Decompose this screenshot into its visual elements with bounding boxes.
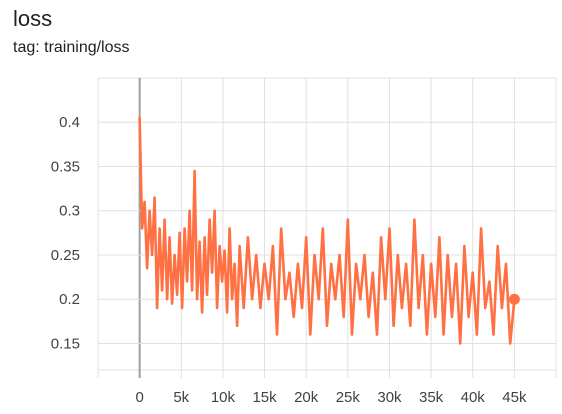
series-last-point-marker [508, 293, 520, 305]
y-tick-labels: 0.15 0.2 0.25 0.3 0.35 0.4 [51, 114, 80, 352]
series-line-0 [138, 116, 516, 345]
x-tick-label: 10k [211, 389, 236, 406]
chart-title: loss [13, 6, 53, 31]
x-tick-label: 20k [294, 389, 319, 406]
y-tick-label: 0.2 [59, 291, 80, 308]
x-tick-label: 0 [135, 389, 143, 406]
x-tick-label: 15k [252, 389, 277, 406]
y-tick-label: 0.15 [51, 335, 80, 352]
x-tick-label: 35k [419, 389, 444, 406]
y-tick-label: 0.3 [59, 203, 80, 220]
y-tick-label: 0.35 [51, 158, 80, 175]
y-tick-label: 0.4 [59, 114, 80, 131]
x-tick-label: 30k [377, 389, 402, 406]
chart-subtitle: tag: training/loss [13, 39, 130, 56]
grid [97, 77, 557, 378]
x-tick-label: 5k [173, 389, 189, 406]
x-tick-labels: 0 5k 10k 15k 20k 25k 30k 35k 40k 45k [135, 389, 526, 406]
series-group [138, 116, 520, 345]
x-tick-label: 25k [336, 389, 361, 406]
y-tick-label: 0.25 [51, 247, 80, 264]
x-tick-label: 40k [461, 389, 486, 406]
x-tick-label: 45k [502, 389, 527, 406]
